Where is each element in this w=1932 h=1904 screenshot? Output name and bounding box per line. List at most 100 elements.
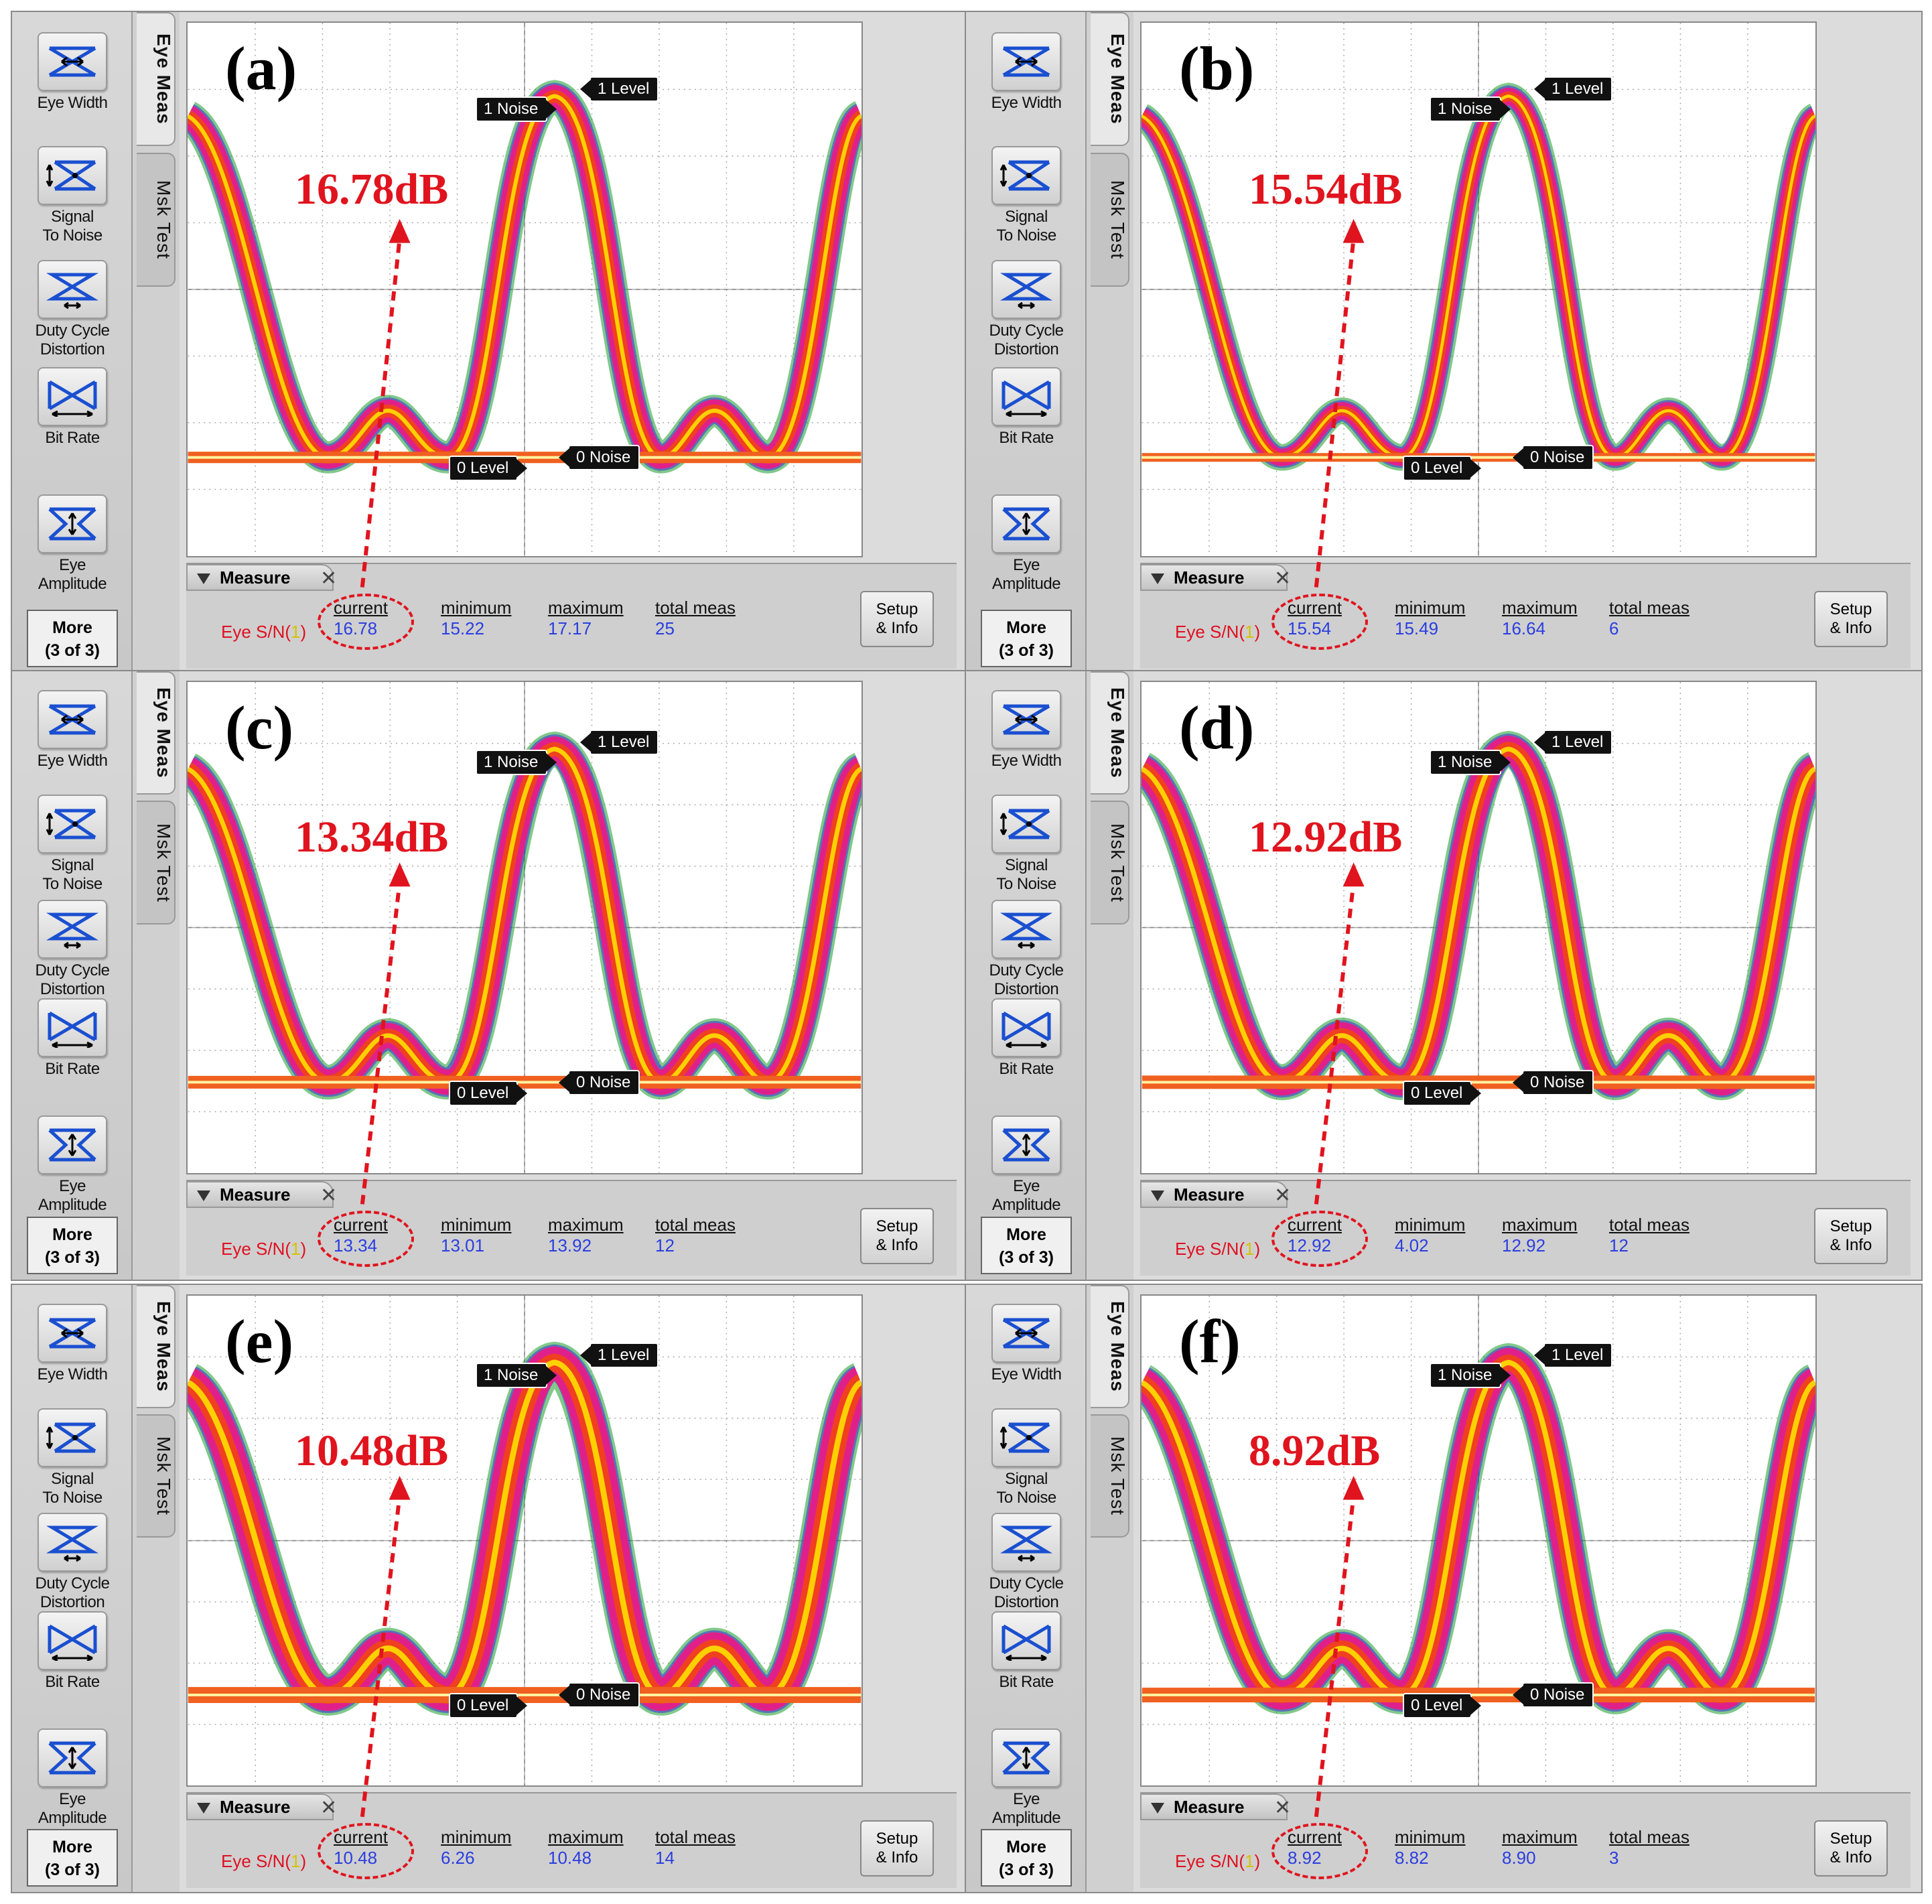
measurement-name: Eye S/N(1) [1175, 622, 1261, 642]
measurement-name: Eye S/N(1) [1175, 1238, 1261, 1259]
measure-tab[interactable]: Measure [1140, 1180, 1288, 1208]
tab-eye-meas[interactable]: Eye Meas [137, 671, 176, 795]
sidebar-button-eye-width[interactable]: Eye Width [981, 32, 1072, 113]
sidebar-button-duty-cycle[interactable]: Duty Cycle Distortion [981, 260, 1072, 359]
sidebar-button-label: Bit Rate [999, 1060, 1054, 1079]
sidebar-button-label: Duty Cycle Distortion [35, 322, 110, 358]
tab-msk-test[interactable]: Msk Test [1091, 801, 1129, 925]
measure-tab[interactable]: Measure [1140, 1793, 1288, 1821]
one-level-marker: 1 Level [1533, 729, 1613, 755]
sidebar-button-eye-amplitude[interactable]: Eye Amplitude [27, 1728, 118, 1828]
duty-cycle-icon [38, 260, 107, 319]
sidebar-button-label: Eye Amplitude [38, 556, 107, 593]
current-value-highlight [318, 1823, 414, 1880]
sidebar-button-eye-width[interactable]: Eye Width [27, 689, 118, 770]
eye-diagram-plot [188, 1296, 861, 1786]
tab-eye-meas[interactable]: Eye Meas [1091, 12, 1129, 146]
tab-msk-test[interactable]: Msk Test [1091, 153, 1129, 287]
sidebar-button-bit-rate[interactable]: Bit Rate [27, 367, 118, 448]
maximum-column: maximum 10.48 [548, 1827, 624, 1868]
sidebar-button-bit-rate[interactable]: Bit Rate [27, 998, 118, 1079]
measure-tab[interactable]: Measure [186, 564, 334, 591]
sidebar-button-eye-amplitude[interactable]: Eye Amplitude [981, 1115, 1072, 1215]
setup-info-button[interactable]: Setup & Info [860, 591, 934, 647]
more-button[interactable]: More (3 of 3) [981, 610, 1072, 667]
close-icon[interactable]: ✕ [1274, 567, 1292, 590]
sidebar-button-eye-amplitude[interactable]: Eye Amplitude [27, 494, 118, 594]
setup-info-button[interactable]: Setup & Info [1814, 591, 1888, 647]
sidebar-button-label: Signal To Noise [996, 1469, 1056, 1507]
eye-plot-area: (e) 10.48dB 1 Noise 1 Level 0 Level 0 No… [186, 1294, 863, 1787]
sidebar-button-duty-cycle[interactable]: Duty Cycle Distortion [27, 1513, 118, 1612]
zero-noise-marker: 0 Noise [558, 1069, 640, 1095]
sidebar-button-signal-to-noise[interactable]: Signal To Noise [981, 1408, 1072, 1507]
sidebar-button-bit-rate[interactable]: Bit Rate [981, 998, 1072, 1079]
sidebar-button-eye-amplitude[interactable]: Eye Amplitude [27, 1115, 118, 1215]
sidebar-button-label: Eye Amplitude [991, 1789, 1061, 1827]
eye-measurement-panel: Eye Width Signal To Noise Duty Cycle Disto… [965, 670, 1923, 1281]
sidebar-button-bit-rate[interactable]: Bit Rate [981, 1611, 1072, 1692]
sidebar-button-bit-rate[interactable]: Bit Rate [981, 367, 1072, 448]
measure-tab[interactable]: Measure [186, 1180, 334, 1208]
tab-msk-test[interactable]: Msk Test [137, 1414, 176, 1538]
more-button[interactable]: More (3 of 3) [981, 1829, 1072, 1887]
sidebar-button-bit-rate[interactable]: Bit Rate [27, 1611, 118, 1692]
close-icon[interactable]: ✕ [1274, 1184, 1292, 1207]
total-meas-column: total meas 12 [655, 1214, 736, 1255]
sidebar-button-duty-cycle[interactable]: Duty Cycle Distortion [27, 260, 118, 359]
measure-tab[interactable]: Measure [186, 1793, 334, 1821]
more-button[interactable]: More (3 of 3) [981, 1217, 1072, 1274]
sidebar-button-signal-to-noise[interactable]: Signal To Noise [27, 146, 118, 245]
setup-info-button[interactable]: Setup & Info [860, 1820, 934, 1877]
tab-eye-meas[interactable]: Eye Meas [137, 12, 176, 146]
sidebar-button-eye-width[interactable]: Eye Width [981, 689, 1072, 770]
sidebar-button-label: Duty Cycle Distortion [989, 322, 1064, 358]
measure-tab[interactable]: Measure [1140, 564, 1288, 591]
tab-eye-meas[interactable]: Eye Meas [137, 1285, 176, 1408]
bit-rate-icon [991, 998, 1061, 1058]
measurement-name: Eye S/N(1) [221, 1238, 307, 1259]
close-icon[interactable]: ✕ [1274, 1797, 1292, 1820]
sidebar-button-duty-cycle[interactable]: Duty Cycle Distortion [981, 1513, 1072, 1612]
setup-info-button[interactable]: Setup & Info [1814, 1820, 1888, 1877]
zero-level-marker: 0 Level [1403, 1693, 1482, 1719]
one-noise-marker: 1 Noise [1430, 749, 1511, 775]
eye-width-icon [38, 32, 107, 91]
eye-measurement-panel: Eye Width Signal To Noise Duty Cycle Disto… [11, 1284, 969, 1893]
current-value-highlight [318, 594, 414, 650]
tab-eye-meas[interactable]: Eye Meas [1091, 671, 1129, 795]
tab-eye-meas[interactable]: Eye Meas [1091, 1285, 1129, 1408]
close-icon[interactable]: ✕ [320, 1184, 338, 1207]
more-button[interactable]: More (3 of 3) [27, 1217, 118, 1274]
sidebar-button-eye-width[interactable]: Eye Width [27, 32, 118, 113]
sidebar-button-eye-amplitude[interactable]: Eye Amplitude [981, 1728, 1072, 1828]
panel-letter: (b) [1179, 34, 1255, 103]
sidebar-button-label: Eye Width [37, 1365, 108, 1383]
sidebar-button-signal-to-noise[interactable]: Signal To Noise [981, 795, 1072, 894]
zero-noise-marker: 0 Noise [1512, 1682, 1594, 1708]
tab-msk-test[interactable]: Msk Test [137, 153, 176, 287]
sidebar-button-label: Eye Amplitude [38, 1177, 107, 1215]
sidebar-button-eye-amplitude[interactable]: Eye Amplitude [981, 494, 1072, 594]
sidebar-button-signal-to-noise[interactable]: Signal To Noise [981, 146, 1072, 245]
close-icon[interactable]: ✕ [320, 1797, 338, 1820]
tab-msk-test[interactable]: Msk Test [137, 801, 176, 925]
sidebar-button-eye-width[interactable]: Eye Width [27, 1303, 118, 1384]
setup-info-button[interactable]: Setup & Info [1814, 1207, 1888, 1264]
minimum-column: minimum 8.82 [1395, 1827, 1466, 1868]
sidebar-button-signal-to-noise[interactable]: Signal To Noise [27, 1408, 118, 1507]
more-button[interactable]: More (3 of 3) [27, 1829, 118, 1887]
setup-info-button[interactable]: Setup & Info [860, 1207, 934, 1264]
eye-diagram-plot [1142, 682, 1815, 1173]
sidebar-button-duty-cycle[interactable]: Duty Cycle Distortion [981, 899, 1072, 999]
sidebar-button-duty-cycle[interactable]: Duty Cycle Distortion [27, 899, 118, 999]
tab-msk-test[interactable]: Msk Test [1091, 1414, 1129, 1538]
sidebar-button-eye-width[interactable]: Eye Width [981, 1303, 1072, 1384]
eye-width-icon [991, 689, 1061, 749]
sidebar-button-signal-to-noise[interactable]: Signal To Noise [27, 795, 118, 894]
measure-panel: Measure ✕ Eye S/N(1) current 12.92 minimu… [1140, 1179, 1911, 1276]
close-icon[interactable]: ✕ [320, 567, 338, 590]
signal-to-noise-icon [991, 146, 1061, 205]
snr-annotation: 13.34dB [295, 812, 449, 862]
more-button[interactable]: More (3 of 3) [27, 610, 118, 667]
